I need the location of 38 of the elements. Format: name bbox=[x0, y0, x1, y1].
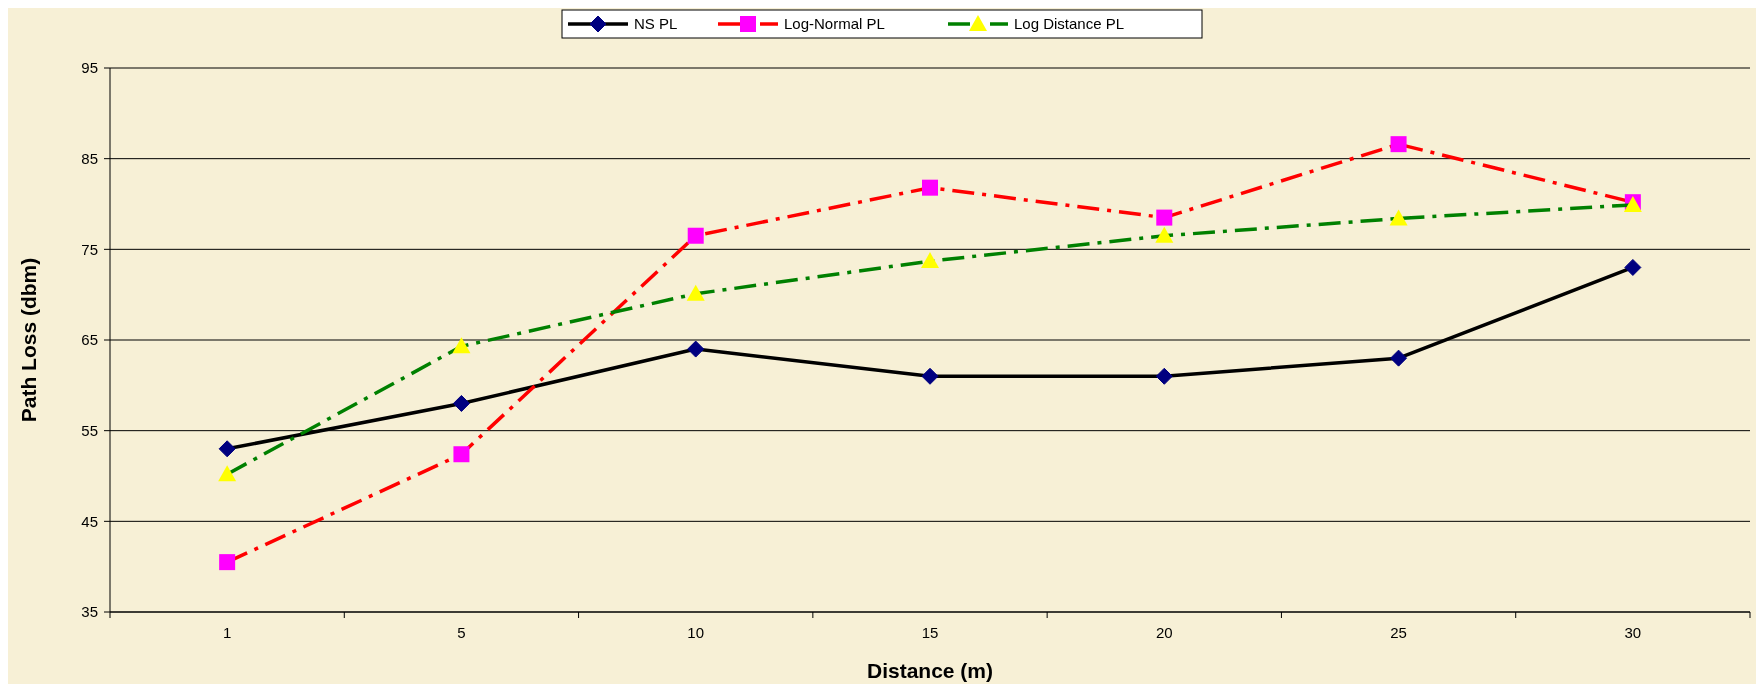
point bbox=[921, 252, 939, 269]
x-tick-label: 1 bbox=[222, 624, 232, 641]
x-tick-label: 5 bbox=[457, 624, 466, 641]
point bbox=[922, 179, 938, 196]
point bbox=[219, 554, 236, 571]
x-axis-title: Distance (m) bbox=[866, 659, 994, 682]
x-tick-label: 25 bbox=[1390, 624, 1407, 641]
point bbox=[452, 337, 471, 354]
point bbox=[218, 465, 237, 482]
legend-label: Log-Normal PL bbox=[784, 15, 885, 33]
point bbox=[921, 367, 939, 385]
point bbox=[1390, 349, 1408, 367]
point bbox=[1155, 226, 1174, 243]
point bbox=[686, 284, 705, 301]
y-tick-label: 35 bbox=[81, 603, 98, 621]
y-tick-label: 45 bbox=[81, 512, 98, 530]
y-tick-label: 75 bbox=[81, 240, 98, 258]
x-tick-label: 20 bbox=[1155, 624, 1173, 641]
point bbox=[1155, 367, 1173, 385]
point bbox=[1156, 209, 1173, 226]
y-tick-label: 65 bbox=[81, 331, 98, 349]
point bbox=[218, 440, 236, 458]
point bbox=[1389, 209, 1408, 226]
point bbox=[687, 340, 705, 358]
legend-label: Log Distance PL bbox=[1014, 15, 1125, 33]
y-axis-title: Path Loss (dbm) bbox=[17, 257, 40, 423]
x-tick-label: 30 bbox=[1624, 624, 1642, 641]
point bbox=[453, 446, 470, 463]
legend-label: NS PL bbox=[634, 15, 678, 33]
x-tick-label: 10 bbox=[687, 624, 705, 641]
x-tick-label: 15 bbox=[921, 624, 939, 641]
point bbox=[1390, 136, 1407, 153]
point bbox=[452, 394, 470, 412]
y-tick-label: 55 bbox=[81, 421, 98, 439]
y-tick-label: 85 bbox=[81, 149, 98, 167]
point bbox=[687, 227, 704, 244]
y-tick-label: 95 bbox=[81, 59, 98, 77]
point bbox=[1624, 258, 1642, 276]
